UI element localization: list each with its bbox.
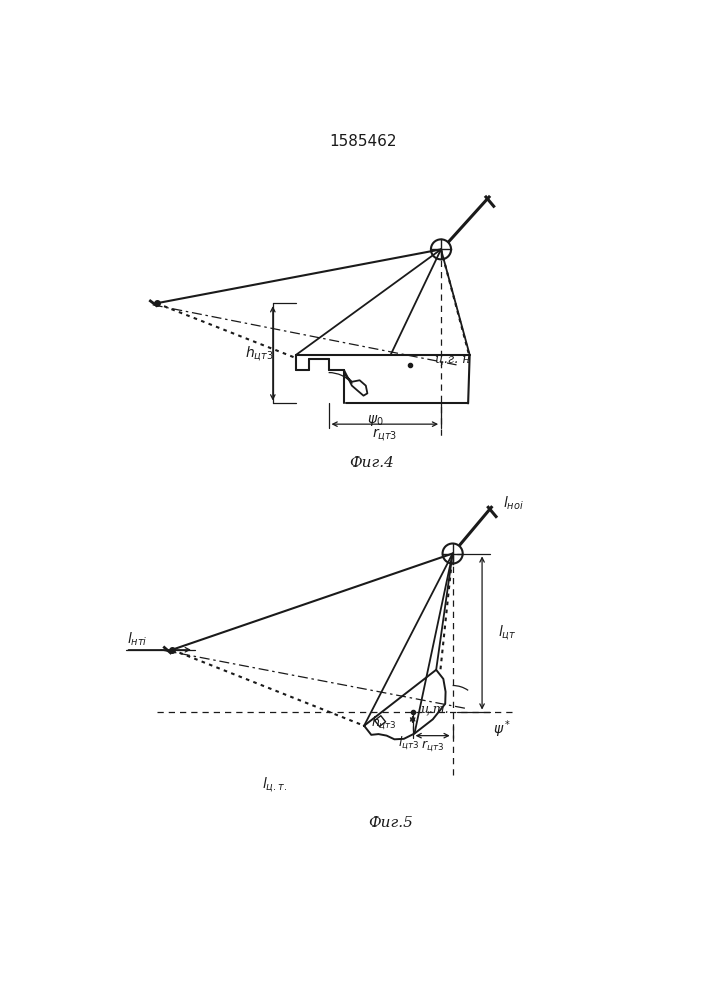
Text: ц.т.: ц.т. [421, 702, 449, 715]
Text: $l_{нoi}$: $l_{нoi}$ [503, 495, 524, 512]
Text: $l_{цт3}$: $l_{цт3}$ [398, 735, 419, 752]
Text: $l_{ц.т.}$: $l_{ц.т.}$ [262, 775, 287, 794]
Text: 1585462: 1585462 [329, 134, 397, 149]
Text: $r_{цт3}$: $r_{цт3}$ [372, 426, 397, 443]
Text: Фиг.5: Фиг.5 [368, 816, 413, 830]
Text: ц.г. н: ц.г. н [435, 352, 470, 365]
Text: Фиг.4: Фиг.4 [349, 456, 394, 470]
Text: $h_{цт3}$: $h_{цт3}$ [245, 344, 273, 363]
Text: $l_{цт}$: $l_{цт}$ [498, 624, 516, 642]
Text: $r_{цт3}$: $r_{цт3}$ [421, 739, 444, 754]
Text: $h_{цт3}$: $h_{цт3}$ [371, 715, 397, 732]
Text: $\psi_0$: $\psi_0$ [367, 413, 383, 428]
Text: $\psi^*$: $\psi^*$ [493, 719, 511, 740]
Text: $l_{нтi}$: $l_{нтi}$ [127, 630, 148, 648]
